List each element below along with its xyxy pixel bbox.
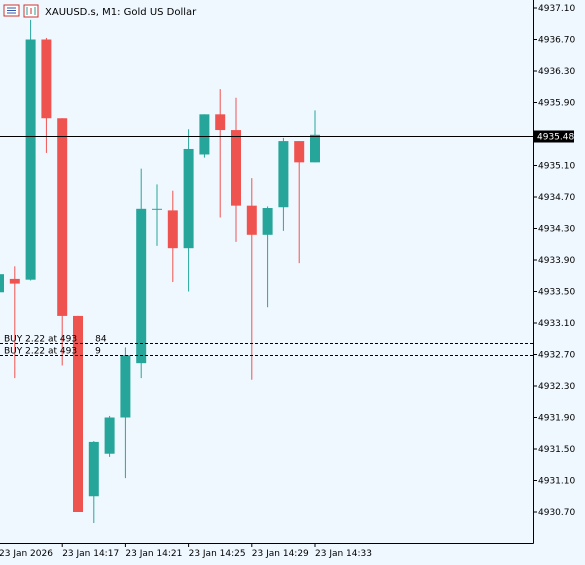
y-tick-label: 4936.70 xyxy=(538,36,575,46)
order-line[interactable]: BUY 2.22 at 493 84 xyxy=(0,335,533,345)
bull-candle-body xyxy=(25,39,36,280)
x-tick-label: 23 Jan 2026 xyxy=(0,549,53,559)
y-axis[interactable]: 4937.10 4936.70 4936.30 4935.90 4935.10 4934.… xyxy=(533,4,575,518)
bear-candle-body xyxy=(294,141,305,163)
candle[interactable] xyxy=(215,89,226,218)
bull-candle-body xyxy=(88,441,99,497)
bear-candle-body xyxy=(167,210,178,249)
x-tick-label: 23 Jan 14:33 xyxy=(315,549,372,559)
candle[interactable] xyxy=(0,274,4,299)
candle[interactable] xyxy=(73,315,83,512)
chart-header: XAUUSD.s, M1: Gold US Dollar xyxy=(3,4,197,18)
y-tick-label: 4933.10 xyxy=(538,319,575,329)
order-label: BUY 2.22 at 493 84 xyxy=(4,335,107,345)
bear-candle-body xyxy=(215,114,226,131)
x-axis[interactable]: 23 Jan 2026 23 Jan 14:17 23 Jan 14:21 23 Ja… xyxy=(0,543,372,559)
bear-candle-body xyxy=(9,278,20,284)
candle[interactable] xyxy=(9,266,20,379)
bull-candle-body xyxy=(183,148,194,249)
x-tick-label: 23 Jan 14:21 xyxy=(125,549,182,559)
y-tick-label: 4931.90 xyxy=(538,414,575,424)
candle[interactable] xyxy=(278,137,289,231)
y-tick-label: 4935.90 xyxy=(538,99,575,109)
order-label: BUY 2.22 at 493 9 xyxy=(4,347,101,357)
order-line[interactable]: BUY 2.22 at 493 9 xyxy=(0,347,533,357)
orders-layer: BUY 2.22 at 493 84 BUY 2.22 at 493 9 xyxy=(0,335,533,357)
candle[interactable] xyxy=(152,184,162,246)
candle[interactable] xyxy=(57,118,68,366)
y-tick-label: 4933.50 xyxy=(538,288,575,298)
bear-candle-body xyxy=(73,315,83,512)
bull-candle-body xyxy=(152,208,162,210)
bull-candle-body xyxy=(310,134,320,163)
current-price-label: 4935.48 xyxy=(537,133,574,143)
y-tick-label: 4937.10 xyxy=(538,4,575,14)
x-tick-label: 23 Jan 14:29 xyxy=(252,549,309,559)
candles-layer xyxy=(0,19,320,524)
y-tick-label: 4931.10 xyxy=(538,477,575,487)
candle[interactable] xyxy=(41,37,52,153)
y-tick-label: 4931.50 xyxy=(538,445,575,455)
y-tick-label: 4935.10 xyxy=(538,162,575,172)
chart-type-icon[interactable] xyxy=(23,4,39,18)
bear-candle-body xyxy=(41,39,52,119)
bull-candle-body xyxy=(120,355,131,418)
y-tick-label: 4934.30 xyxy=(538,225,575,235)
x-tick-label: 23 Jan 14:17 xyxy=(62,549,119,559)
y-tick-label: 4932.30 xyxy=(538,382,575,392)
candle[interactable] xyxy=(231,97,241,242)
bull-candle-body xyxy=(0,274,4,293)
chart-title: XAUUSD.s, M1: Gold US Dollar xyxy=(45,7,197,18)
y-tick-label: 4933.90 xyxy=(538,256,575,266)
candle[interactable] xyxy=(199,114,210,158)
y-tick-label: 4932.70 xyxy=(538,351,575,361)
bear-candle-body xyxy=(246,205,257,235)
y-tick-label: 4930.70 xyxy=(538,508,575,518)
candle[interactable] xyxy=(120,347,131,479)
bear-candle-body xyxy=(57,118,68,316)
bull-candle-body xyxy=(104,417,115,454)
y-tick-label: 4934.70 xyxy=(538,193,575,203)
candle[interactable] xyxy=(183,129,194,292)
candle[interactable] xyxy=(25,19,36,281)
bull-candle-body xyxy=(199,114,210,155)
candle[interactable] xyxy=(104,415,115,457)
bull-candle-body xyxy=(136,208,147,364)
x-tick-label: 23 Jan 14:25 xyxy=(189,549,246,559)
bull-candle-body xyxy=(278,141,289,208)
candle[interactable] xyxy=(88,441,99,524)
candle[interactable] xyxy=(262,206,273,308)
candle[interactable] xyxy=(294,141,305,264)
current-price-tag: 4935.48 xyxy=(534,130,574,143)
candle[interactable] xyxy=(246,178,257,380)
bull-candle-body xyxy=(262,208,273,235)
bear-candle-body xyxy=(231,130,241,206)
candle[interactable] xyxy=(167,190,178,283)
chart-menu-icon[interactable] xyxy=(3,4,20,17)
y-tick-label: 4936.30 xyxy=(538,67,575,77)
